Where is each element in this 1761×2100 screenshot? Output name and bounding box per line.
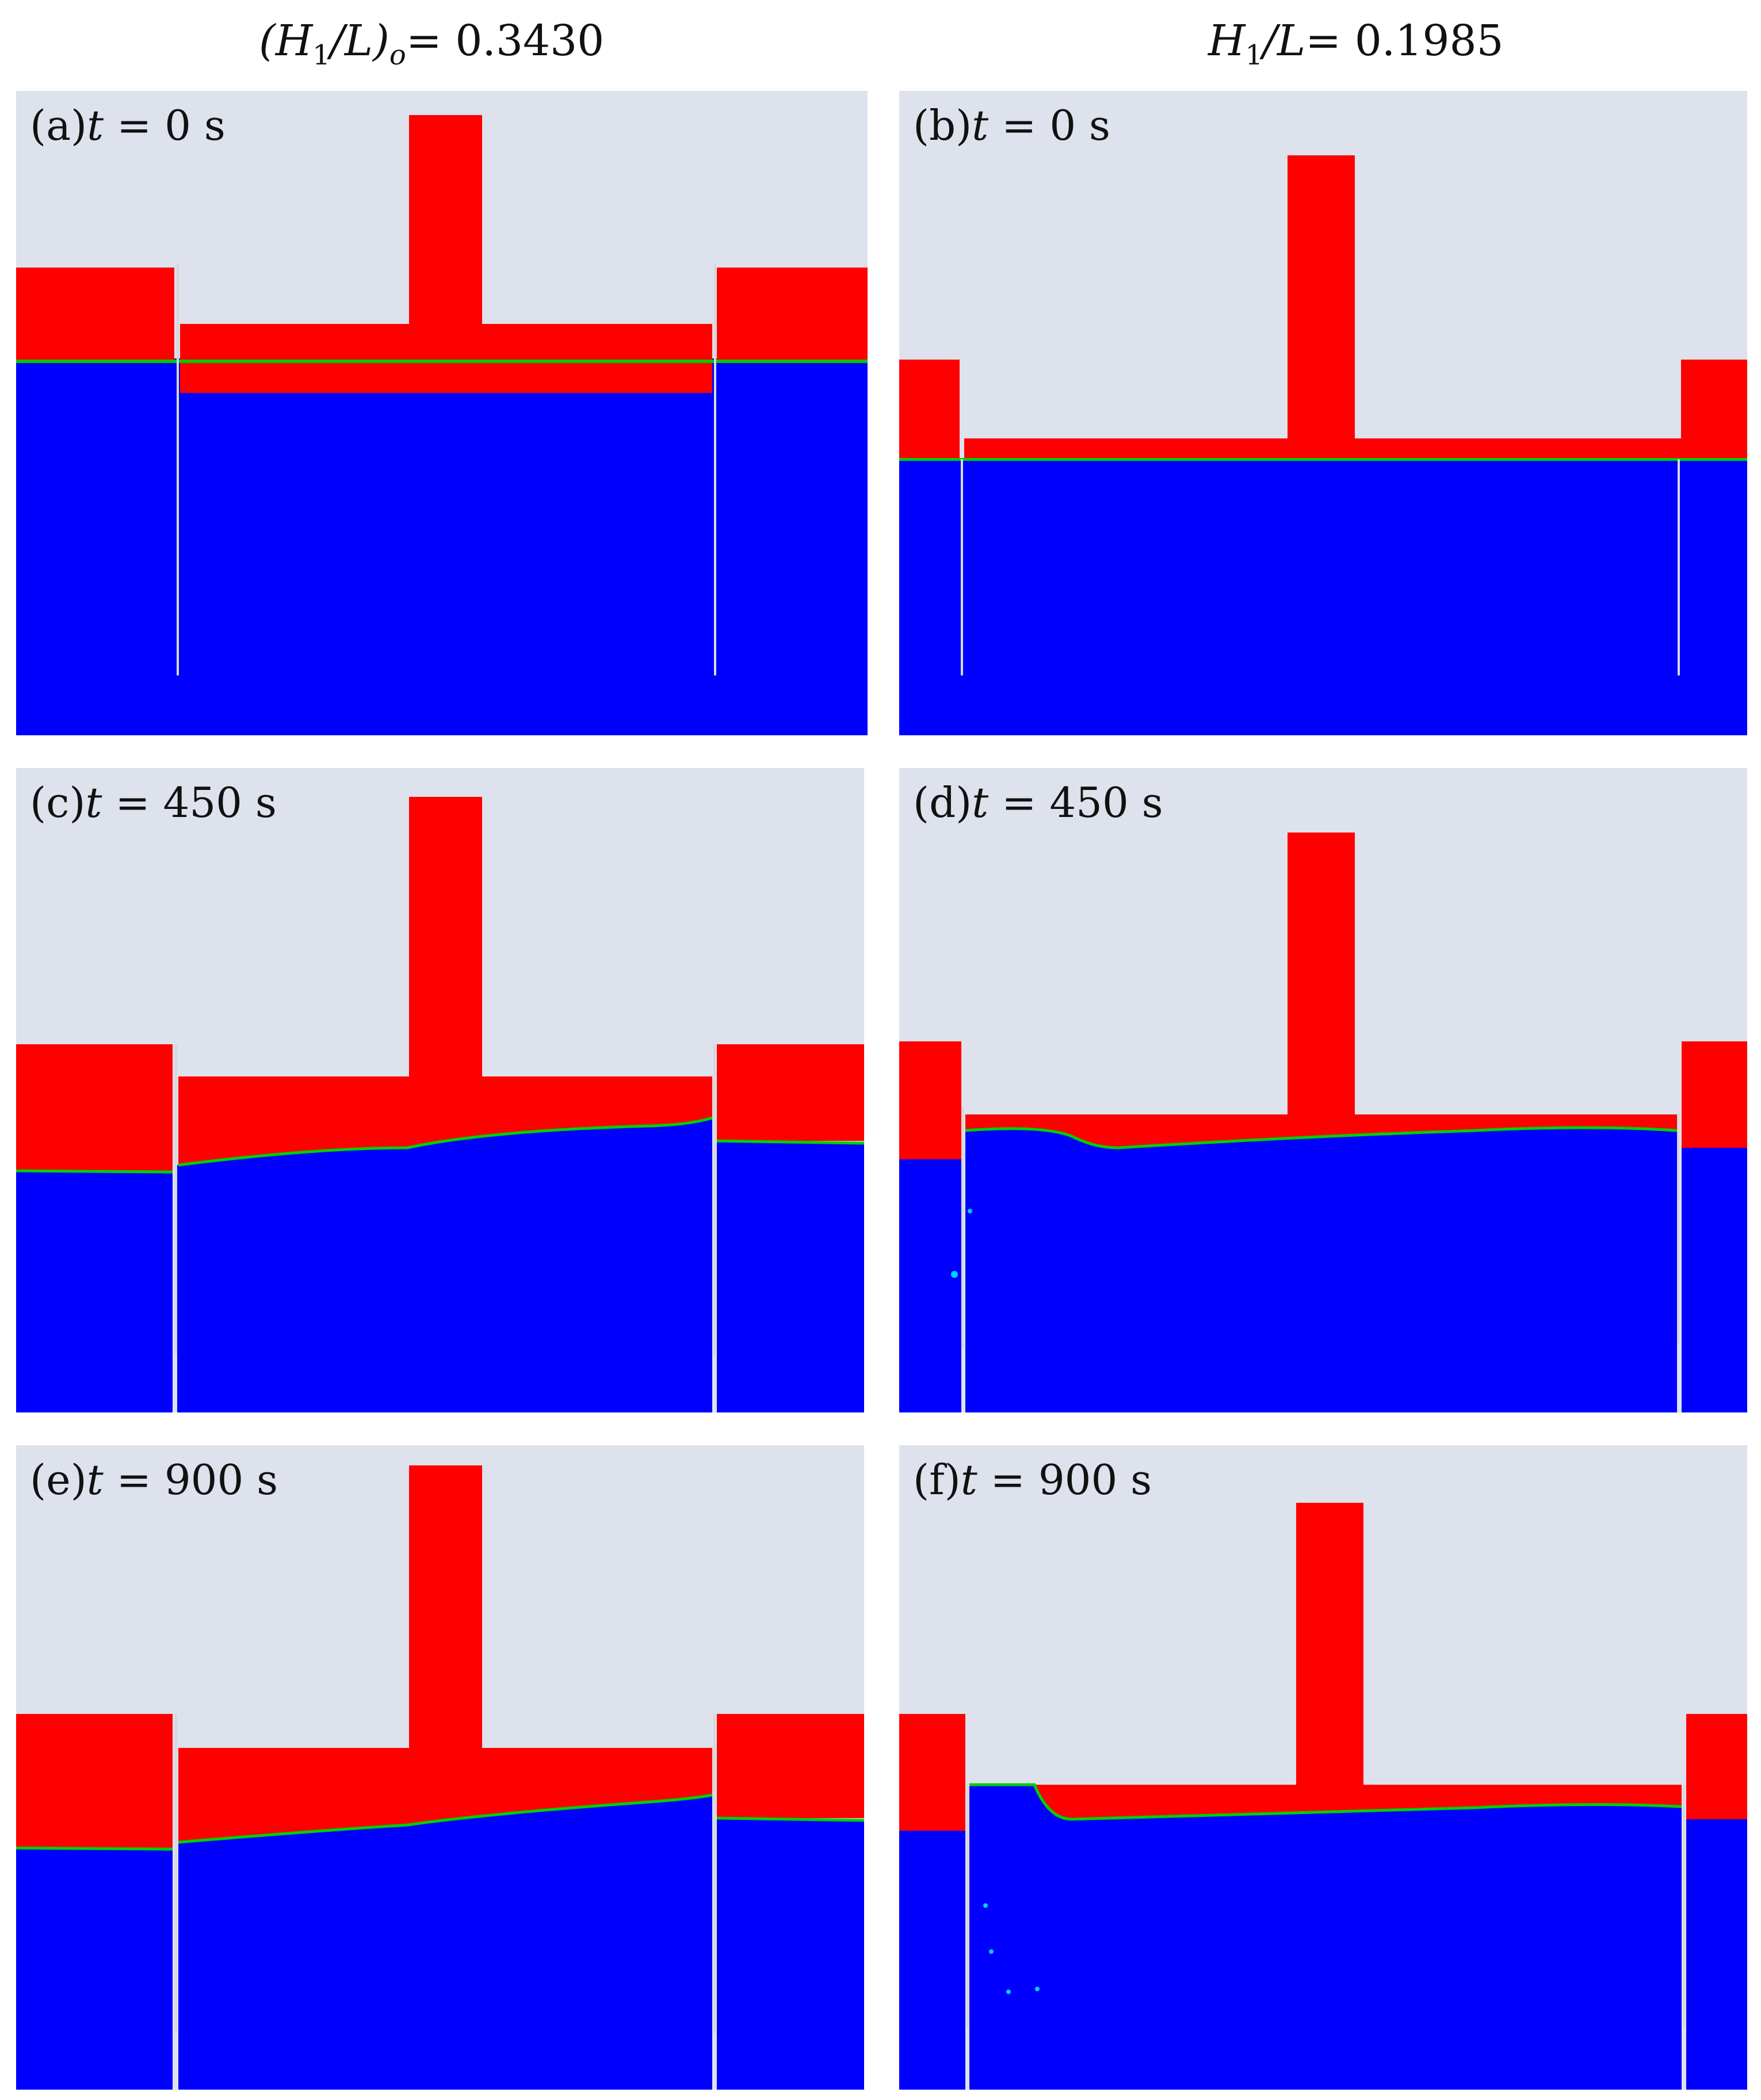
panel-a-time: t: [87, 101, 104, 150]
panel-e-value: = 900 s: [116, 1456, 278, 1504]
panel-b-time: t: [972, 101, 989, 150]
panel-d-value: = 450 s: [1002, 778, 1163, 827]
panel-b-letter: (b): [913, 101, 972, 150]
left-wall: [177, 264, 179, 675]
central-column: [409, 115, 482, 345]
panel-e-letter: (e): [30, 1456, 87, 1504]
panel-a-graphic: [16, 91, 868, 735]
panel-a-value: = 0 s: [116, 101, 226, 150]
panel-c-label: (c)t = 450 s: [30, 778, 277, 827]
title-right-mid: /L: [1263, 16, 1306, 66]
title-left-lhs: (H: [259, 16, 313, 66]
title-left-sub2: o: [389, 39, 406, 71]
panel-d-letter: (d): [913, 778, 972, 827]
panel-c-value: = 450 s: [115, 778, 277, 827]
right-wall: [714, 264, 716, 675]
panel-b-label: (b)t = 0 s: [913, 101, 1110, 150]
panel-d-graphic: [899, 768, 1747, 1412]
title-left-mid: /L): [330, 16, 389, 66]
panel-c-letter: (c): [30, 778, 86, 827]
column-title-left: (H1/L)o= 0.3430: [259, 16, 604, 85]
panel-a-label: (a)t = 0 s: [30, 101, 226, 150]
panel-f-time: t: [960, 1456, 977, 1504]
title-left-sub: 1: [312, 39, 330, 71]
panel-e-time: t: [86, 1456, 104, 1504]
panel-e-graphic: [16, 1445, 864, 2090]
panel-f: (f)t = 900 s: [899, 1445, 1747, 2090]
column-title-right: H1/L= 0.1985: [1208, 16, 1504, 85]
panel-c-time: t: [85, 778, 102, 827]
panel-b-value: = 0 s: [1002, 101, 1110, 150]
panel-d-time: t: [972, 778, 989, 827]
panel-f-graphic: [899, 1445, 1747, 2090]
panel-b: (b)t = 0 s: [899, 91, 1747, 735]
title-left-eq: = 0.3430: [406, 16, 605, 66]
panel-a: (a)t = 0 s: [16, 91, 868, 735]
left-oil-layer: [16, 268, 174, 360]
right-oil-layer: [717, 268, 868, 360]
panel-e-label: (e)t = 900 s: [30, 1456, 278, 1504]
title-right-eq: = 0.1985: [1305, 16, 1504, 66]
panel-b-graphic: [899, 91, 1747, 735]
panel-d-label: (d)t = 450 s: [913, 778, 1163, 827]
panel-d: (d)t = 450 s: [899, 768, 1747, 1412]
panel-a-letter: (a): [30, 101, 87, 150]
panel-e: (e)t = 900 s: [16, 1445, 864, 2090]
title-right-lhs: H: [1208, 16, 1246, 66]
title-right-sub: 1: [1245, 39, 1263, 71]
panel-f-value: = 900 s: [990, 1456, 1152, 1504]
panel-c: (c)t = 450 s: [16, 768, 864, 1412]
panel-f-label: (f)t = 900 s: [913, 1456, 1152, 1504]
panel-f-letter: (f): [913, 1456, 961, 1504]
panel-c-graphic: [16, 768, 864, 1412]
